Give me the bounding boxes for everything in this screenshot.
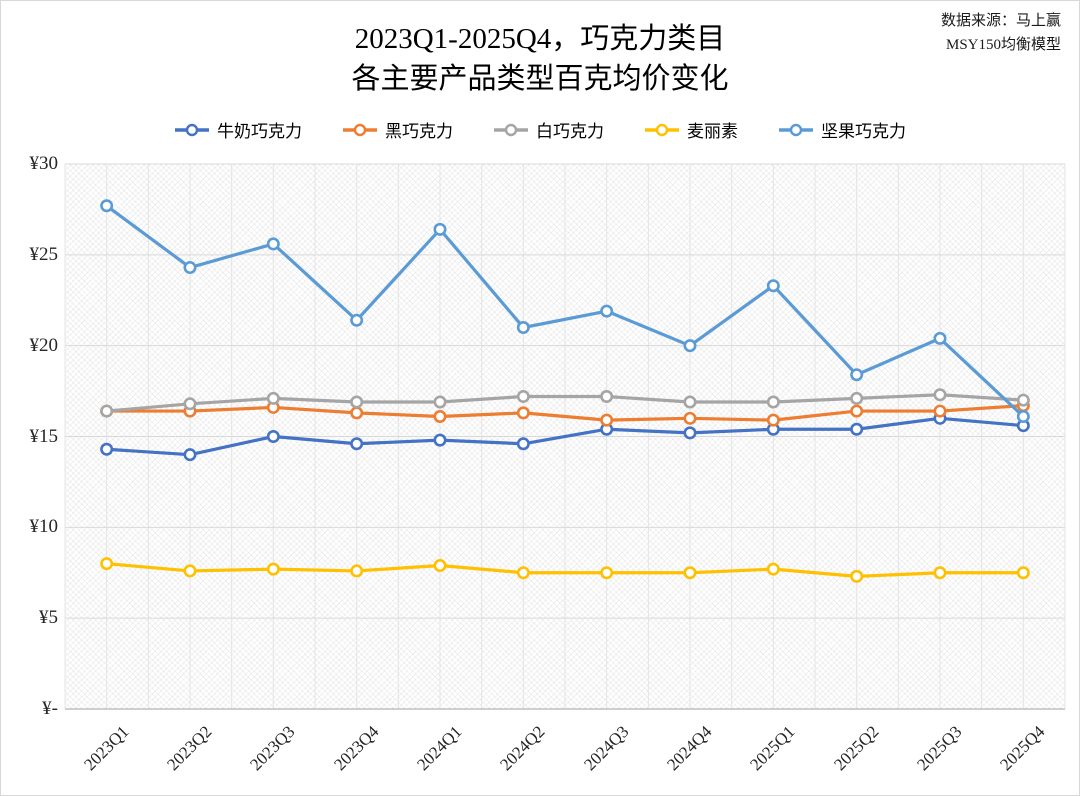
data-point-marker (350, 395, 364, 409)
data-point-marker (433, 433, 447, 447)
data-point-marker (433, 558, 447, 572)
legend-item: 坚果巧克力 (778, 117, 906, 142)
data-point-marker (766, 413, 780, 427)
data-point-marker (266, 237, 280, 251)
legend-item: 牛奶巧克力 (174, 117, 302, 142)
data-point-marker (683, 566, 697, 580)
legend-item: 白巧克力 (493, 117, 604, 142)
data-point-marker (933, 404, 947, 418)
data-point-marker (516, 437, 530, 451)
data-point-marker (600, 390, 614, 404)
legend: 牛奶巧克力 黑巧克力 白巧克力 麦丽素 坚果巧克力 (1, 117, 1079, 142)
data-point-marker (350, 564, 364, 578)
data-point-marker (1016, 566, 1030, 580)
data-point-marker (350, 437, 364, 451)
legend-label: 麦丽素 (687, 122, 738, 141)
data-point-marker (683, 339, 697, 353)
legend-label: 白巧克力 (536, 122, 604, 141)
data-point-marker (1016, 410, 1030, 424)
series-line (105, 416, 1025, 457)
legend-item: 麦丽素 (644, 117, 738, 142)
y-tick-label: ¥15 (29, 425, 59, 447)
data-point-marker (516, 390, 530, 404)
chart-title-line2: 各主要产品类型百克均价变化 (351, 63, 729, 95)
data-point-marker (766, 279, 780, 293)
series-line (105, 204, 1025, 419)
data-point-marker (850, 569, 864, 583)
data-point-marker (766, 562, 780, 576)
data-point-marker (100, 199, 114, 213)
data-point-marker (350, 313, 364, 327)
y-tick-label: ¥20 (29, 334, 59, 356)
data-point-marker (933, 566, 947, 580)
data-point-marker (850, 404, 864, 418)
data-point-marker (183, 261, 197, 275)
data-point-marker (350, 406, 364, 420)
source-line2: MSY150均衡模型 (945, 37, 1061, 53)
data-point-marker (100, 404, 114, 418)
legend-line-marker-icon (645, 123, 679, 136)
data-point-marker (433, 395, 447, 409)
data-point-marker (516, 566, 530, 580)
series-line (105, 562, 1025, 578)
series-line (105, 404, 1025, 422)
data-point-marker (850, 422, 864, 436)
data-point-marker (183, 564, 197, 578)
data-point-marker (433, 410, 447, 424)
data-point-marker (600, 413, 614, 427)
data-point-marker (850, 391, 864, 405)
y-tick-label: ¥5 (39, 607, 58, 629)
data-point-marker (600, 566, 614, 580)
data-point-marker (266, 562, 280, 576)
data-point-marker (433, 222, 447, 236)
data-point-marker (600, 304, 614, 318)
legend-label: 牛奶巧克力 (217, 122, 302, 141)
legend-line-marker-icon (343, 123, 377, 136)
data-point-marker (100, 557, 114, 571)
data-point-marker (933, 388, 947, 402)
chart-title: 2023Q1-2025Q4，巧克力类目 各主要产品类型百克均价变化 (1, 19, 1079, 99)
data-point-marker (683, 395, 697, 409)
data-point-marker (183, 448, 197, 462)
legend-line-marker-icon (494, 123, 528, 136)
data-point-marker (100, 442, 114, 456)
legend-label: 黑巧克力 (385, 122, 453, 141)
y-tick-label: ¥30 (29, 153, 59, 174)
data-point-marker (850, 368, 864, 382)
source-line1: 数据来源：马上赢 (940, 13, 1061, 29)
legend-line-marker-icon (175, 123, 209, 136)
data-source-note: 数据来源：马上赢 MSY150均衡模型 (941, 9, 1061, 57)
legend-label: 坚果巧克力 (821, 122, 906, 141)
data-point-marker (933, 331, 947, 345)
legend-item: 黑巧克力 (342, 117, 453, 142)
data-point-marker (266, 391, 280, 405)
y-tick-label: ¥10 (29, 516, 59, 538)
y-tick-label: ¥- (42, 698, 58, 719)
chart-title-line1: 2023Q1-2025Q4，巧克力类目 (354, 23, 726, 55)
data-point-marker (516, 406, 530, 420)
data-point-marker (683, 411, 697, 425)
series-line (105, 393, 1025, 413)
data-point-marker (766, 395, 780, 409)
legend-line-marker-icon (779, 123, 813, 136)
data-point-marker (1016, 393, 1030, 407)
data-point-marker (683, 426, 697, 440)
data-point-marker (266, 429, 280, 443)
data-point-marker (183, 397, 197, 411)
y-tick-label: ¥25 (29, 243, 59, 265)
data-point-marker (516, 320, 530, 334)
